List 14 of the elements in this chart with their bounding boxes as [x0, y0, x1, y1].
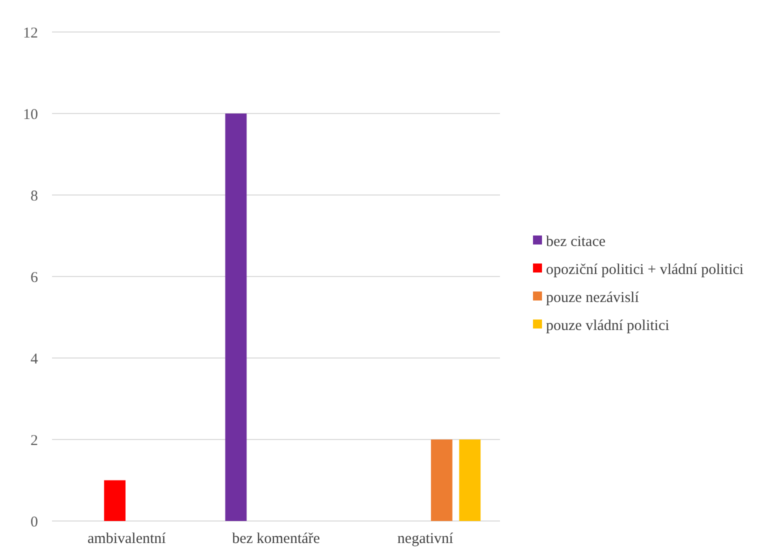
legend-label: pouze vládní politici: [546, 318, 670, 334]
x-tick-label: bez komentáře: [232, 531, 320, 547]
x-tick-label: ambivalentní: [88, 531, 167, 547]
legend-label: pouze nezávislí: [546, 290, 640, 306]
y-tick-label: 2: [30, 432, 38, 449]
y-tick-label: 10: [23, 106, 38, 123]
legend-label: opoziční politici + vládní politici: [546, 262, 744, 278]
legend-label: bez citace: [546, 234, 606, 250]
y-tick-label: 12: [23, 25, 38, 42]
y-tick-label: 0: [30, 514, 38, 530]
x-tick-label: negativní: [397, 531, 454, 547]
y-tick-label: 6: [30, 270, 38, 286]
y-tick-label: 4: [30, 351, 38, 368]
y-tick-label: 8: [30, 188, 38, 204]
